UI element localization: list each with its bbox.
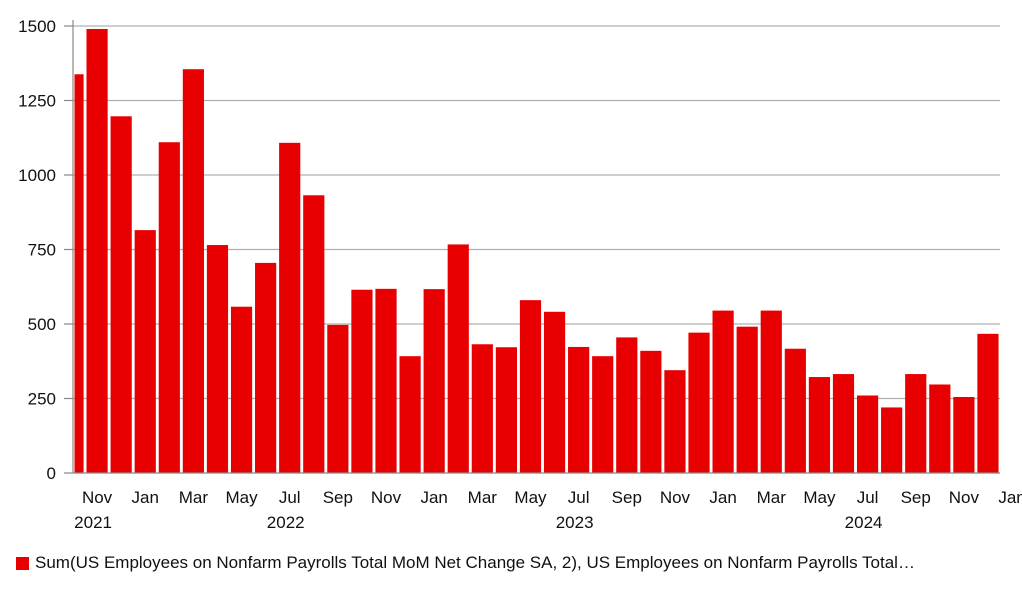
bar bbox=[760, 310, 782, 473]
bar bbox=[712, 310, 734, 473]
bar bbox=[592, 356, 614, 473]
y-tick-label: 500 bbox=[28, 315, 56, 334]
bar bbox=[182, 69, 204, 474]
bar bbox=[158, 142, 180, 473]
bar bbox=[279, 142, 301, 474]
x-tick-label: Sep bbox=[612, 488, 642, 507]
x-tick-label: May bbox=[803, 488, 836, 507]
x-year-label: 2023 bbox=[556, 513, 594, 532]
bar bbox=[736, 326, 758, 473]
bar bbox=[399, 356, 421, 473]
axes bbox=[72, 20, 1000, 474]
bar bbox=[616, 337, 638, 473]
y-tick-label: 1000 bbox=[18, 166, 56, 185]
bar bbox=[856, 395, 879, 473]
x-year-label: 2021 bbox=[74, 513, 112, 532]
x-tick-label: May bbox=[225, 488, 258, 507]
x-tick-labels: Nov 2021 Jan Mar May Jul 2022 Sep Nov Jan Mar May Ju… bbox=[74, 488, 1022, 532]
bar bbox=[495, 347, 517, 473]
bars bbox=[74, 28, 999, 474]
y-tick-label: 250 bbox=[28, 390, 56, 409]
y-tick-label: 0 bbox=[47, 464, 56, 483]
x-tick-label: Jan bbox=[420, 488, 447, 507]
bar bbox=[255, 262, 277, 473]
bar bbox=[447, 244, 469, 473]
bar bbox=[881, 407, 903, 473]
y-tick-label: 750 bbox=[28, 241, 56, 260]
x-tick-label: Jul bbox=[857, 488, 879, 507]
legend: Sum(US Employees on Nonfarm Payrolls Tot… bbox=[16, 553, 915, 573]
x-tick-label: Jul bbox=[279, 488, 301, 507]
x-tick-label: Mar bbox=[757, 488, 787, 507]
bar bbox=[375, 288, 397, 473]
bar bbox=[206, 245, 229, 473]
x-tick-label: Jan bbox=[709, 488, 736, 507]
bar bbox=[303, 195, 325, 473]
x-tick-label: Jul bbox=[568, 488, 590, 507]
bar bbox=[905, 374, 927, 473]
bar bbox=[134, 230, 156, 473]
bar bbox=[664, 370, 686, 473]
bar bbox=[977, 333, 999, 473]
x-tick-label: Mar bbox=[468, 488, 498, 507]
y-tick-label: 1250 bbox=[18, 92, 56, 111]
bar bbox=[471, 344, 493, 473]
bar bbox=[808, 377, 831, 473]
bar bbox=[230, 306, 253, 473]
y-tick-label: 1500 bbox=[18, 17, 56, 36]
legend-swatch bbox=[16, 556, 29, 570]
bar bbox=[929, 384, 951, 473]
legend-label: Sum(US Employees on Nonfarm Payrolls Tot… bbox=[35, 553, 915, 572]
chart: 0 250 500 750 1000 1250 1500 Nov 2021 Jan Mar May J… bbox=[18, 17, 1022, 532]
x-tick-label: May bbox=[514, 488, 547, 507]
bar bbox=[110, 116, 132, 473]
bar bbox=[688, 332, 710, 473]
x-tick-label: Mar bbox=[179, 488, 209, 507]
bar bbox=[74, 74, 84, 473]
x-tick-label: Sep bbox=[323, 488, 353, 507]
x-tick-label: Jan bbox=[998, 488, 1022, 507]
x-tick-label: Sep bbox=[901, 488, 931, 507]
bar bbox=[953, 397, 975, 473]
bar bbox=[543, 311, 566, 473]
x-tick-label: Nov bbox=[371, 488, 402, 507]
x-year-label: 2022 bbox=[267, 513, 305, 532]
bar bbox=[784, 348, 806, 473]
bar bbox=[640, 350, 662, 473]
x-year-label: 2024 bbox=[845, 513, 883, 532]
x-tick-label: Nov bbox=[82, 488, 113, 507]
bar bbox=[568, 346, 590, 473]
x-tick-label: Nov bbox=[660, 488, 691, 507]
bar bbox=[423, 289, 445, 473]
bar bbox=[351, 289, 373, 473]
bar bbox=[519, 300, 542, 473]
bar bbox=[832, 374, 855, 473]
y-tick-labels: 0 250 500 750 1000 1250 1500 bbox=[18, 17, 73, 483]
bar bbox=[327, 324, 349, 473]
x-tick-label: Nov bbox=[949, 488, 980, 507]
bar bbox=[86, 28, 108, 473]
x-tick-label: Jan bbox=[132, 488, 159, 507]
